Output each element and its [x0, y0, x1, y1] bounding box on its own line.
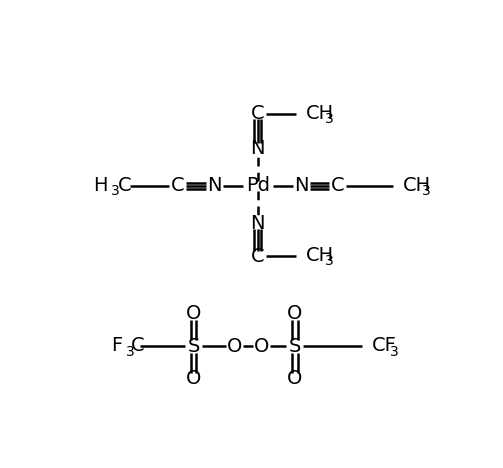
- Text: 3: 3: [423, 184, 431, 198]
- Text: O: O: [254, 337, 270, 356]
- Text: C: C: [251, 247, 265, 266]
- Text: CH: CH: [306, 246, 334, 265]
- Text: C: C: [171, 176, 185, 195]
- Text: O: O: [287, 304, 302, 323]
- Text: F: F: [111, 336, 123, 355]
- Text: CH: CH: [306, 104, 334, 123]
- Text: 3: 3: [325, 254, 333, 268]
- Text: C: C: [131, 336, 145, 355]
- Text: N: N: [250, 139, 265, 158]
- Text: CH: CH: [403, 176, 431, 195]
- Text: N: N: [250, 214, 265, 233]
- Text: CF: CF: [372, 336, 397, 355]
- Text: H: H: [94, 176, 108, 195]
- Text: O: O: [186, 304, 201, 323]
- Text: 3: 3: [390, 344, 399, 358]
- Text: Pd: Pd: [246, 176, 270, 195]
- Text: C: C: [331, 176, 345, 195]
- Text: S: S: [187, 337, 200, 356]
- Text: C: C: [251, 104, 265, 123]
- Text: N: N: [294, 176, 309, 195]
- Text: 3: 3: [111, 184, 120, 198]
- Text: 3: 3: [126, 344, 134, 358]
- Text: S: S: [289, 337, 301, 356]
- Text: N: N: [207, 176, 221, 195]
- Text: O: O: [186, 369, 201, 388]
- Text: 3: 3: [325, 112, 333, 126]
- Text: O: O: [287, 369, 302, 388]
- Text: C: C: [117, 176, 131, 195]
- Text: O: O: [227, 337, 242, 356]
